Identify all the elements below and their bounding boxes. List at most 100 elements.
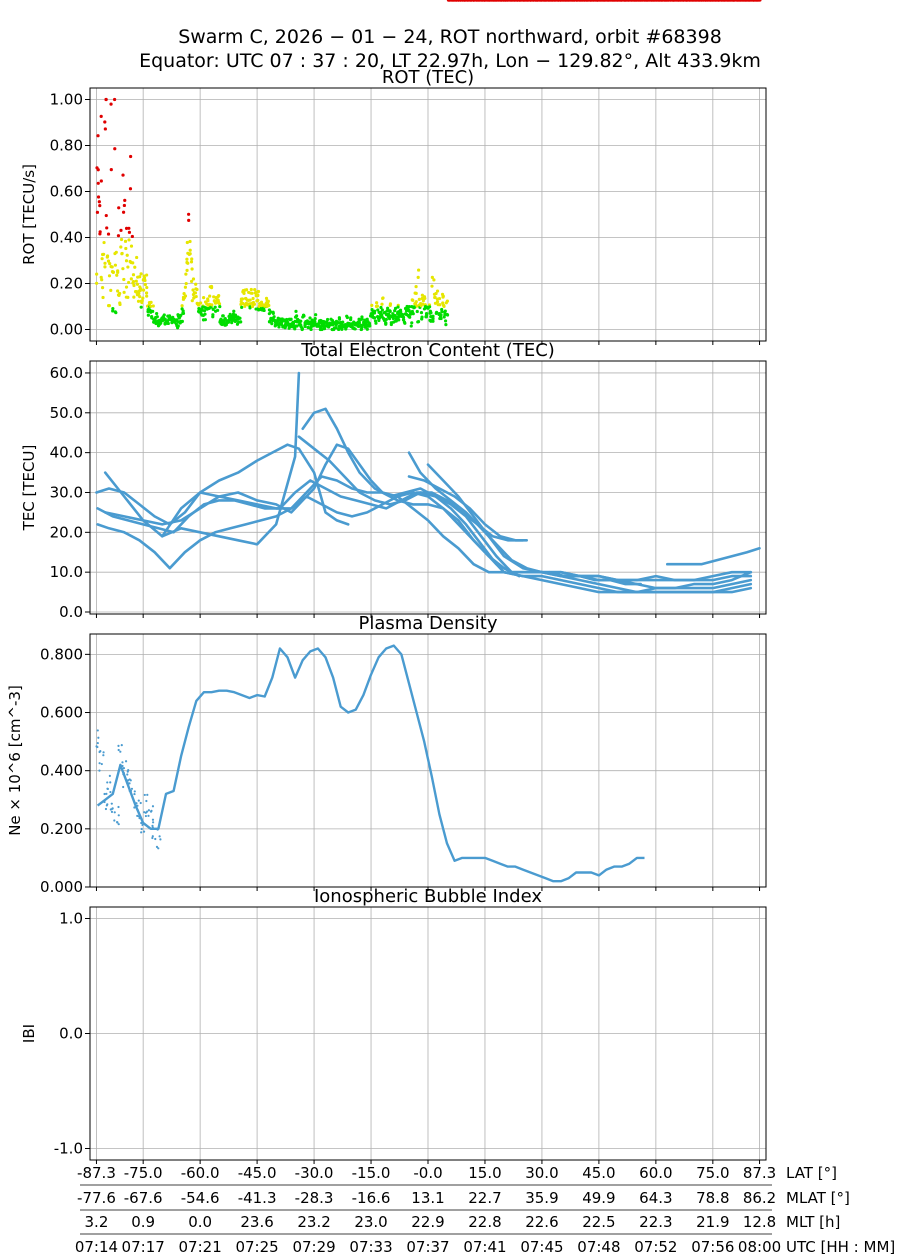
x-table-cell: 22.7 xyxy=(468,1189,501,1207)
y-tick-label: 0.000 xyxy=(40,878,83,896)
density-point xyxy=(147,814,150,817)
density-point xyxy=(117,744,120,747)
rot-point xyxy=(256,298,260,302)
rot-point xyxy=(122,290,126,294)
density-point xyxy=(105,792,108,795)
rot-point xyxy=(103,127,107,131)
x-table-cell: 49.9 xyxy=(582,1189,615,1207)
x-table-cell: -67.6 xyxy=(124,1189,163,1207)
rot-point xyxy=(96,195,101,199)
rot-point xyxy=(420,317,424,321)
x-table-cell: -54.6 xyxy=(181,1189,220,1207)
rot-point xyxy=(129,154,133,159)
panel-density: 0.000 0.200 0.400 0.600 0.800 Plasma Density N… xyxy=(6,613,767,896)
rot-point xyxy=(117,293,121,297)
rot-point xyxy=(267,320,272,324)
rot-point xyxy=(431,319,435,323)
rot-point xyxy=(248,298,252,302)
rot-point xyxy=(186,261,190,265)
rot-point xyxy=(444,322,448,327)
density-point xyxy=(151,826,154,829)
y-tick-label: 0.60 xyxy=(50,183,83,201)
rot-point xyxy=(375,304,380,308)
rot-point xyxy=(155,311,159,316)
rot-point xyxy=(104,97,108,102)
x-table-row-label: UTC [HH : MM] xyxy=(786,1238,895,1256)
density-point xyxy=(134,804,137,807)
rot-point xyxy=(411,312,415,316)
rot-point xyxy=(131,273,136,277)
rot-point xyxy=(96,134,100,138)
density-point xyxy=(119,750,122,753)
rot-point xyxy=(397,318,401,322)
rot-point xyxy=(445,312,449,317)
density-point xyxy=(103,792,106,796)
x-table-cell: 13.1 xyxy=(411,1189,444,1207)
rot-point xyxy=(271,311,275,316)
rot-point xyxy=(441,294,445,298)
x-table-cell: 23.0 xyxy=(354,1213,387,1231)
density-point xyxy=(117,823,120,826)
rot-point xyxy=(267,303,271,308)
rot-point xyxy=(123,198,127,202)
x-table-cell: -60.0 xyxy=(181,1164,220,1182)
rot-point xyxy=(253,288,257,292)
rot-point xyxy=(218,304,222,309)
rot-point xyxy=(100,278,104,282)
x-table-cell: 0.0 xyxy=(188,1213,212,1231)
density-point xyxy=(137,799,140,802)
rot-point xyxy=(202,309,207,313)
rot-point xyxy=(119,228,123,232)
rot-point xyxy=(379,310,383,314)
density-point xyxy=(122,772,125,775)
rot-point xyxy=(124,259,129,263)
y-tick-label: 0.80 xyxy=(50,137,83,155)
density-point xyxy=(128,778,131,781)
rot-point xyxy=(109,167,113,172)
rot-point xyxy=(439,316,443,321)
rot-point xyxy=(183,294,188,298)
rot-point xyxy=(286,320,290,325)
panel-title: Plasma Density xyxy=(359,613,498,634)
y-tick-label: -1.0 xyxy=(54,1140,83,1158)
rot-point xyxy=(185,240,189,245)
density-point xyxy=(100,762,103,766)
y-tick-label: 0.400 xyxy=(40,762,83,780)
rot-point xyxy=(185,257,189,261)
rot-point xyxy=(126,265,130,269)
rot-point xyxy=(221,314,225,318)
rot-point xyxy=(370,303,374,307)
rot-point xyxy=(139,272,143,276)
rot-point xyxy=(135,282,139,286)
x-table-cell: 3.2 xyxy=(85,1213,109,1231)
y-axis-label: ROT [TECU/s] xyxy=(20,164,38,265)
data-marks xyxy=(95,371,761,594)
rot-point xyxy=(181,309,185,313)
y-tick-label: 0.800 xyxy=(40,645,83,663)
density-point xyxy=(142,830,146,833)
rot-point xyxy=(266,299,270,303)
density-point xyxy=(151,818,155,821)
x-table-cell: 75.0 xyxy=(696,1164,729,1182)
rot-point xyxy=(187,212,191,216)
density-point xyxy=(133,806,136,809)
rot-point xyxy=(141,288,146,292)
rot-point xyxy=(177,316,181,320)
density-point xyxy=(144,814,148,818)
rot-point xyxy=(334,326,338,330)
tec-series-arc7 xyxy=(301,407,753,582)
rot-point xyxy=(244,288,249,292)
rot-point xyxy=(200,308,204,312)
y-axis-label: Ne × 10^6 [cm^-3] xyxy=(6,685,24,836)
rot-point xyxy=(184,272,188,276)
density-point xyxy=(133,792,136,796)
density-point xyxy=(145,799,148,803)
x-table-cell: 86.2 xyxy=(743,1189,776,1207)
rot-point xyxy=(127,238,131,242)
rot-point xyxy=(432,278,436,282)
rot-point xyxy=(97,200,101,204)
density-point xyxy=(122,785,125,789)
rot-point xyxy=(138,275,142,279)
density-point xyxy=(96,741,99,745)
rot-point xyxy=(407,305,411,309)
